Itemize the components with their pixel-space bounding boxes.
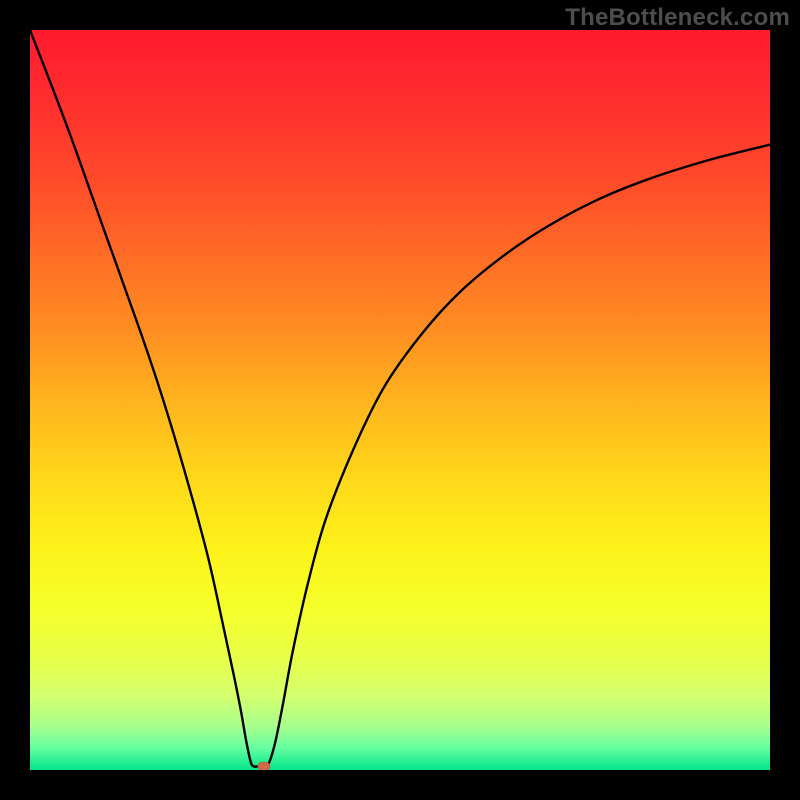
plot-area [30,30,770,770]
chart-background [30,30,770,770]
optimum-marker [258,762,270,770]
chart-svg [30,30,770,770]
chart-frame: TheBottleneck.com [0,0,800,800]
watermark-text: TheBottleneck.com [565,4,790,32]
